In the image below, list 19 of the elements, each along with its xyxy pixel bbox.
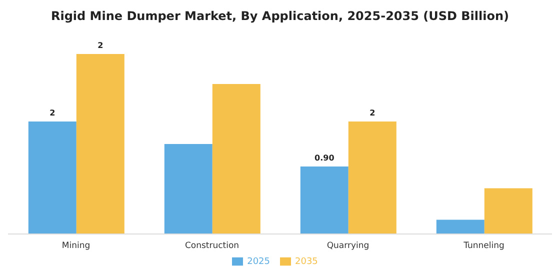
x-tick-label: Tunneling [462, 241, 504, 252]
bar [436, 220, 484, 234]
data-label: 0.90 [314, 154, 335, 162]
data-label: 2 [370, 108, 376, 118]
legend-label: 2035 [295, 256, 318, 267]
bar [76, 54, 124, 234]
bar [484, 188, 532, 234]
chart-title: Rigid Mine Dumper Market, By Application, 2025-2035 (USD Billion) [50, 8, 510, 25]
data-label: 2 [98, 41, 104, 50]
bar [212, 84, 260, 234]
x-tick-label: Mining [62, 241, 90, 252]
bar [164, 144, 212, 234]
bar [300, 166, 348, 234]
bar [28, 122, 76, 234]
data-label: 2 [50, 108, 56, 118]
x-tick-label: Construction [184, 241, 240, 252]
legend-label: 2025 [247, 256, 270, 267]
x-tick-label: Quarrying [326, 241, 370, 252]
bar [348, 122, 396, 234]
